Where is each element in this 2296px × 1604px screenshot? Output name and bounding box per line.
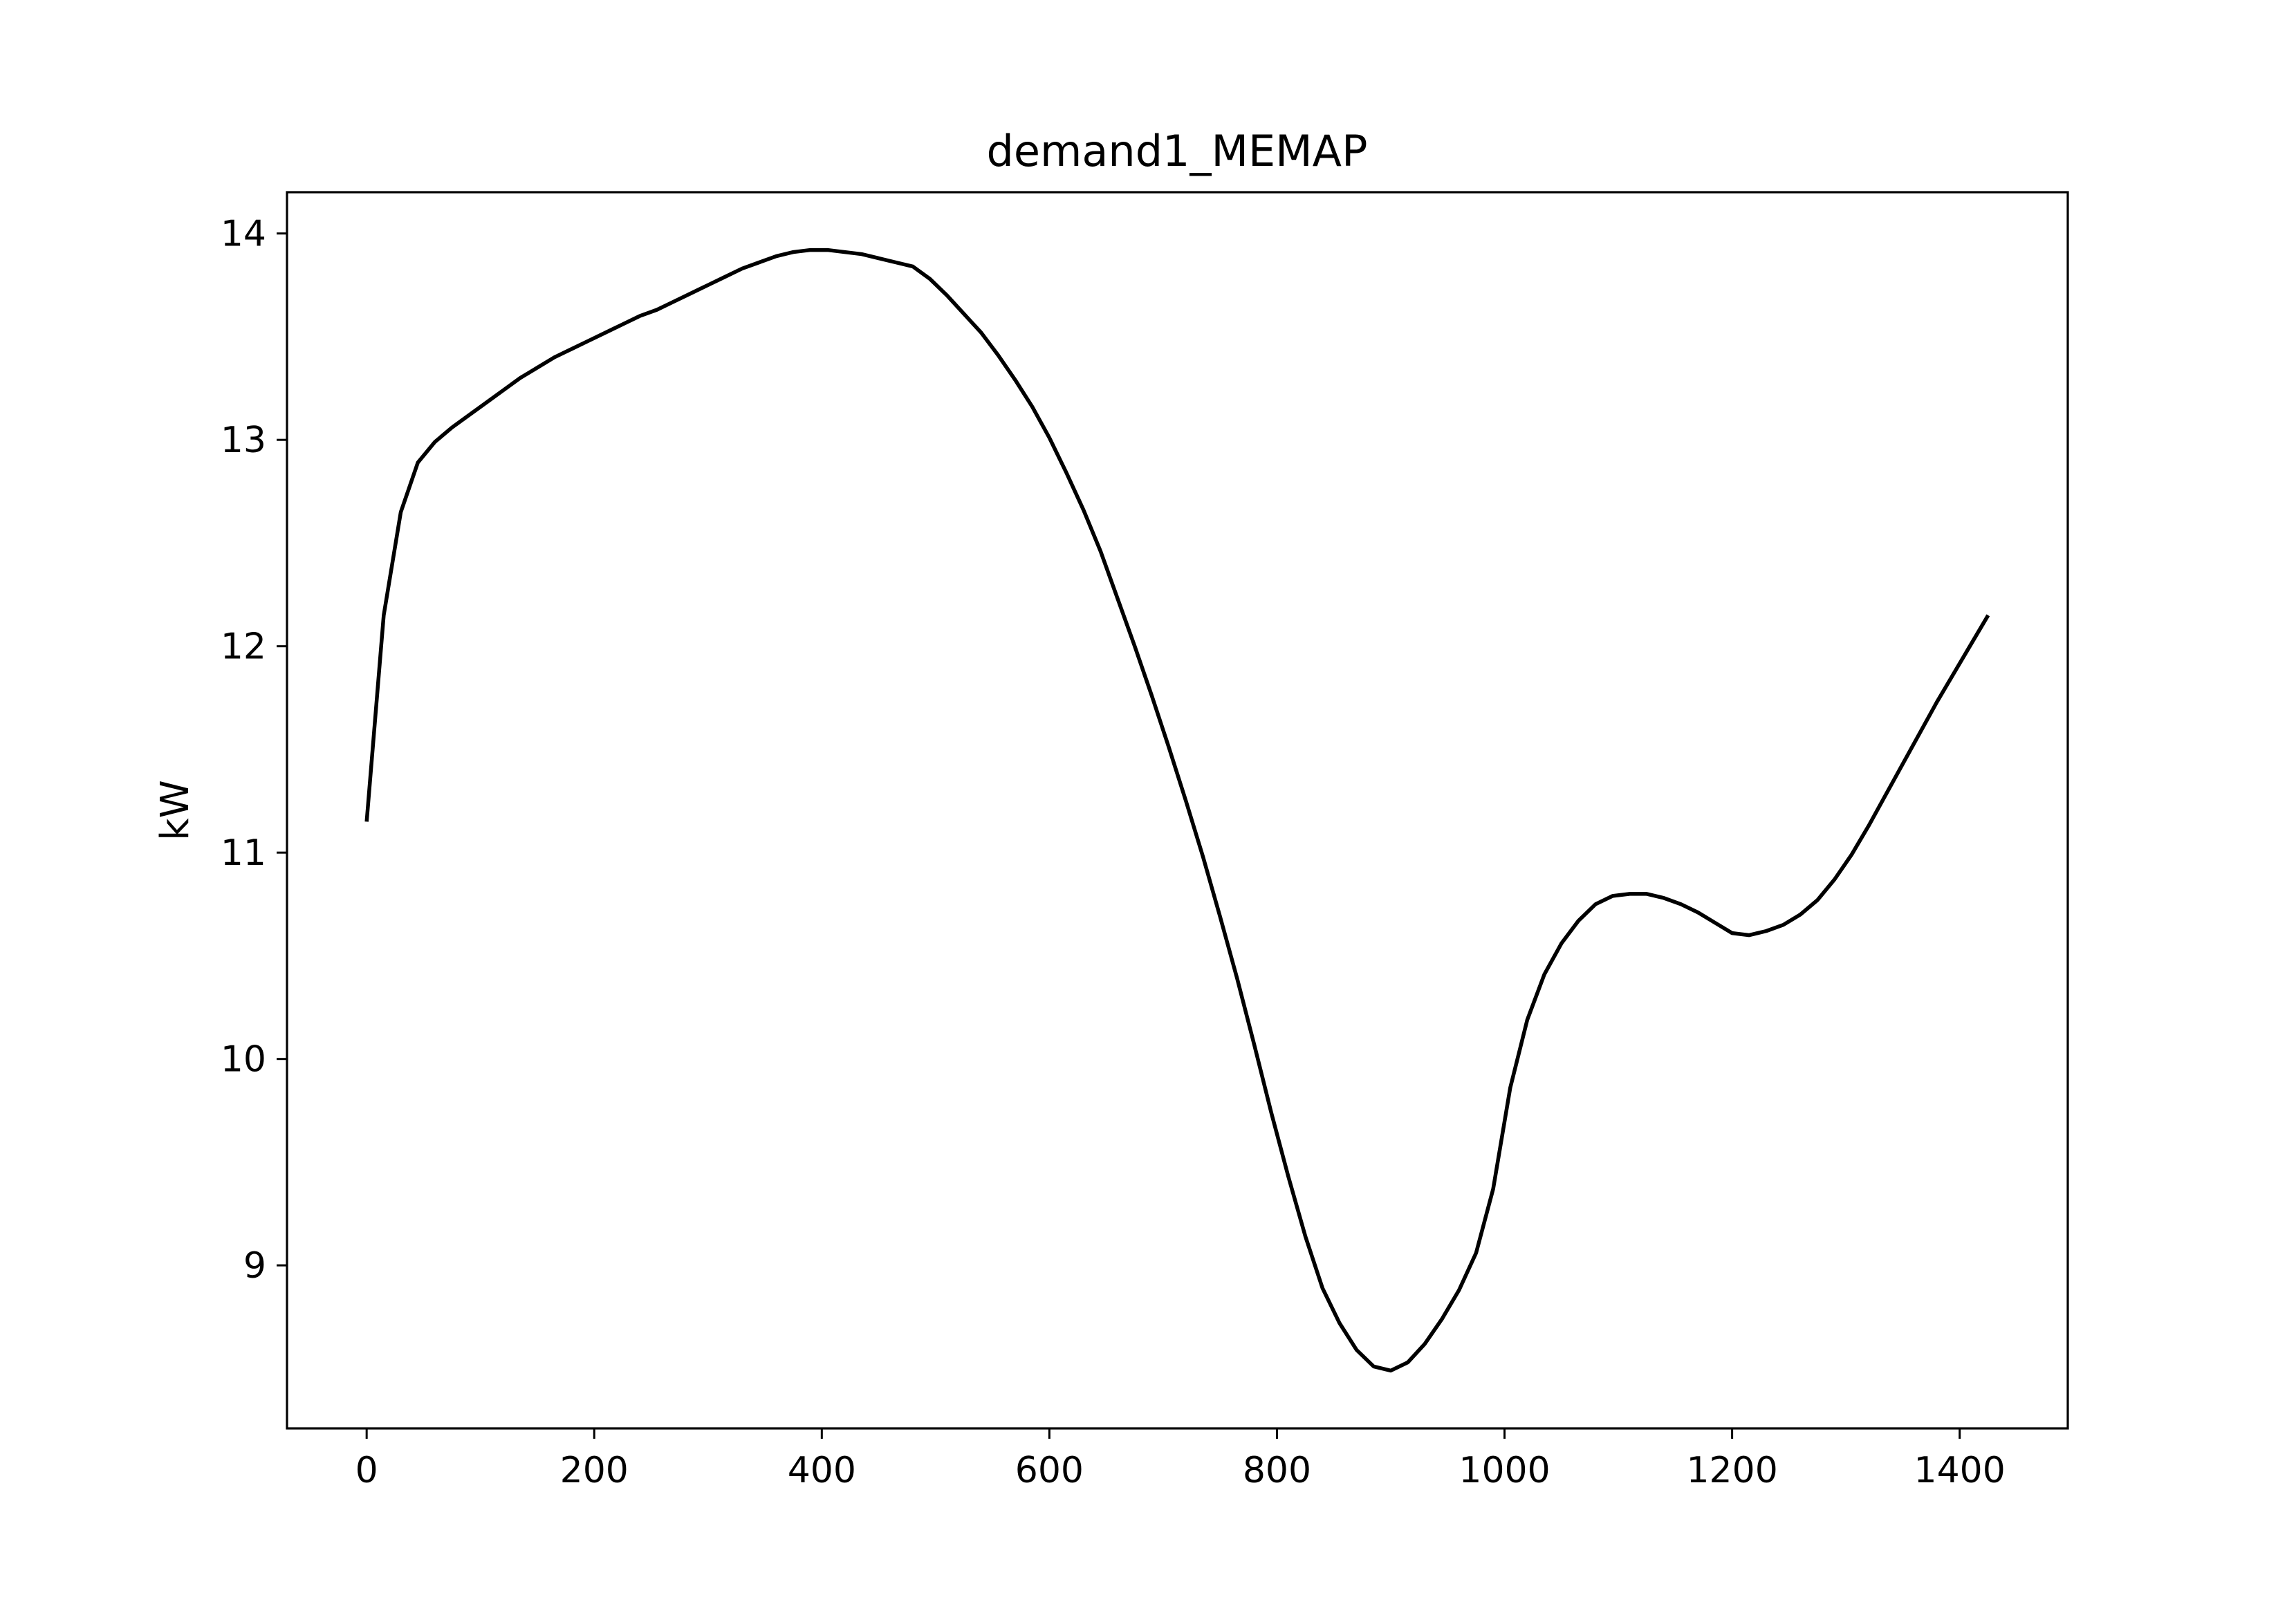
plot-frame — [286, 191, 2069, 1430]
chart-title: demand1_MEMAP — [987, 126, 1368, 176]
y-axis-ticks: 9 10 11 12 13 14 — [221, 214, 287, 1287]
y-tick-label: 9 — [243, 1245, 266, 1287]
y-tick-label: 12 — [221, 626, 266, 668]
x-axis-ticks: 0 200 400 600 800 1000 1200 1400 — [355, 1428, 2006, 1491]
x-tick-label: 1400 — [1914, 1450, 2006, 1491]
x-tick-label: 1200 — [1686, 1450, 1777, 1491]
y-axis-label: kW — [153, 780, 198, 841]
x-tick-label: 800 — [1243, 1450, 1311, 1491]
series-layer — [364, 248, 1990, 1373]
x-tick-label: 1000 — [1459, 1450, 1550, 1491]
series-line — [364, 248, 1990, 1373]
x-tick-label: 0 — [355, 1450, 378, 1491]
x-tick-label: 400 — [788, 1450, 856, 1491]
x-tick-label: 600 — [1015, 1450, 1084, 1491]
y-tick-label: 10 — [221, 1039, 266, 1081]
y-tick-label: 14 — [221, 214, 266, 255]
y-tick-label: 11 — [221, 832, 266, 874]
y-tick-label: 13 — [221, 420, 266, 461]
plot-area — [287, 192, 2068, 1428]
x-tick-label: 200 — [560, 1450, 629, 1491]
